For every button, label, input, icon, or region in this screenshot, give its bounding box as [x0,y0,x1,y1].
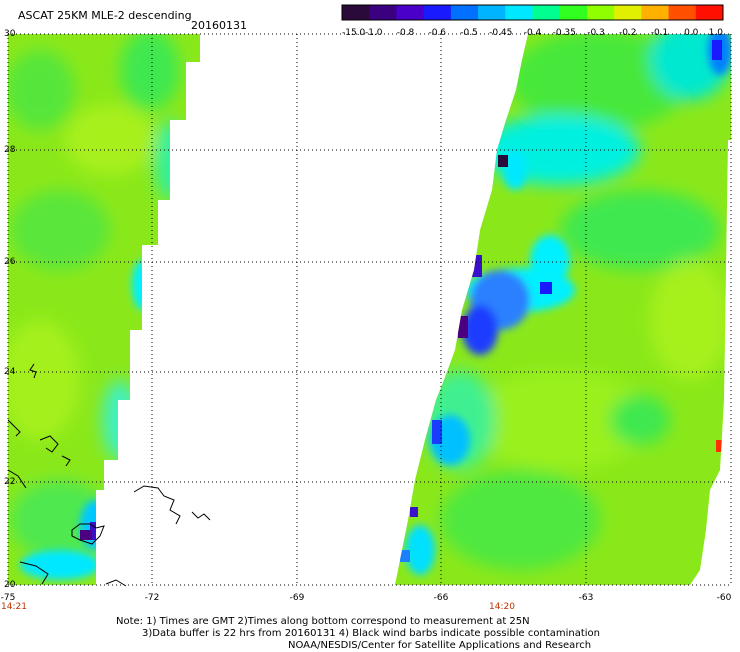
lat-label-28: 28 [4,145,16,155]
legend-tick-label: -0.4 [524,28,542,38]
color-legend [341,4,724,21]
time-label-east: 14:20 [489,602,515,612]
lon-label-75: -75 [1,593,16,603]
footer-note-2: 3)Data buffer is 22 hrs from 20160131 4)… [142,628,600,639]
lat-label-22: 22 [4,477,15,487]
coastlines [7,363,211,587]
time-label-west: 14:21 [1,602,27,612]
legend-swatch [641,5,670,20]
legend-tick-label: -0.3 [587,28,605,38]
lon-label-69: -69 [290,593,305,603]
legend-swatch [396,5,425,20]
map-title: ASCAT 25KM MLE-2 descending [18,9,192,22]
lon-label-63: -63 [579,593,594,603]
legend-labels: -15.0 -1.0 -0.8 -0.6 -0.5 -0.45 -0.4 -0.35 -0.3 -… [342,28,723,38]
lat-label-30: 30 [4,29,16,39]
lon-label-66: -66 [434,593,449,603]
legend-swatch [478,5,506,20]
legend-swatch [369,5,397,20]
legend-tick-label: -0.1 [651,28,669,38]
legend-swatch [532,5,561,20]
legend-tick-label: 0.0 [684,28,699,38]
lat-label-24: 24 [4,367,16,377]
footer-note-1: Note: 1) Times are GMT 2)Times along bot… [116,616,530,627]
legend-swatch [505,5,533,20]
lon-label-72: -72 [145,593,160,603]
west-swath [8,34,200,585]
lon-label-60: -60 [717,593,732,603]
legend-swatch [450,5,479,20]
legend-tick-label: 1.0 [709,28,724,38]
graticule [7,33,732,586]
legend-swatch [586,5,615,20]
legend-tick-label: -0.2 [619,28,637,38]
legend-tick-label: -0.5 [460,28,478,38]
legend-tick-label: -0.35 [553,28,576,38]
footer-credit: NOAA/NESDIS/Center for Satellite Applica… [288,640,592,651]
legend-swatch [423,5,452,20]
legend-swatch [342,5,370,20]
map-date: 20160131 [191,19,247,32]
east-swath [395,34,731,585]
legend-frame [341,4,724,21]
legend-swatch [559,5,588,20]
legend-tick-label: -0.45 [489,28,512,38]
legend-tick-label: -0.6 [428,28,446,38]
legend-tick-label: -0.8 [397,28,415,38]
lat-label-20: 20 [4,580,16,590]
legend-swatch [614,5,642,20]
legend-swatch [668,5,697,20]
legend-swatch [695,5,724,20]
legend-tick-label: -1.0 [365,28,383,38]
lat-label-26: 26 [4,257,16,267]
legend-tick-label: -15.0 [342,28,366,38]
